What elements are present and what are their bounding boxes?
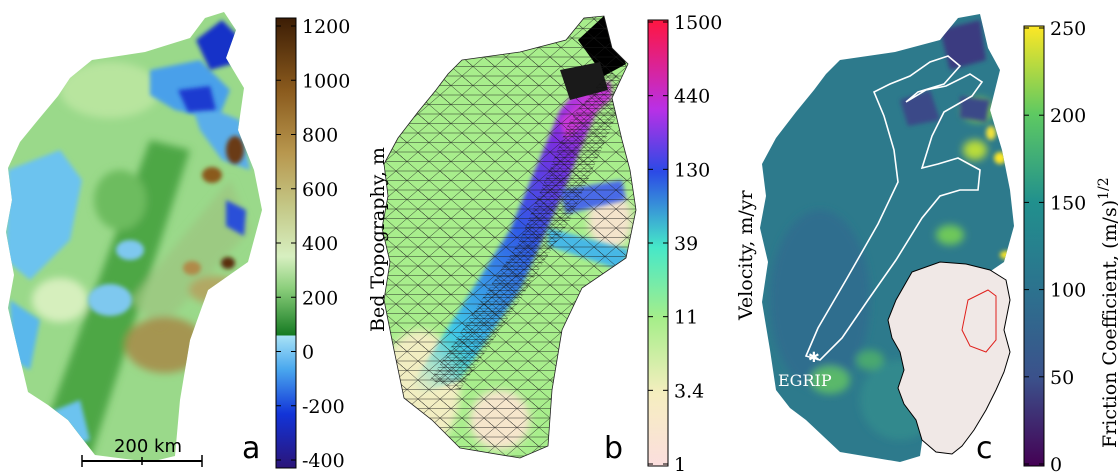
colorbar-tick-label: 1000 [302, 70, 350, 92]
colorbar-tick-label: 130 [674, 159, 710, 181]
egrip-marker: ✱ [808, 350, 820, 366]
colorbar-tick-label: 11 [674, 307, 698, 329]
colorbar-tick-label: -200 [302, 396, 345, 418]
panel-letter-c: c [976, 431, 993, 466]
colorbar-tick-label: 400 [302, 233, 338, 255]
colorbar-tick-label: 800 [302, 125, 338, 147]
egrip-label: EGRIP [778, 371, 832, 390]
colorbar-c-ramp [1023, 25, 1045, 467]
scale-bar-label: 200 km [114, 436, 182, 457]
panel-letter-b: b [604, 431, 623, 466]
colorbar-tick-label: 1200 [302, 16, 350, 38]
colorbar-c: 250 200 150 100 50 0 Friction Coefficient, (m… [1023, 18, 1118, 473]
colorbar-b: Bed Topography, m 1500 440 130 39 11 3.4 1 [367, 12, 722, 473]
colorbar-tick-label: 600 [302, 179, 338, 201]
scale-bar: 200 km [81, 436, 203, 467]
colorbar-tick-label: 150 [1050, 192, 1086, 214]
colorbar-c-label: Friction Coefficient, (m/s)1/2 [1096, 177, 1118, 448]
colorbar-a: 1200 1000 800 600 400 200 0 -200 -400 [275, 16, 350, 472]
colorbar-tick-label: 1500 [674, 12, 722, 34]
colorbar-tick-label: 3.4 [674, 380, 704, 402]
colorbar-b-label: Velocity, m/yr [735, 189, 757, 321]
panel-c-map: Velocity, m/yr ✱ EGR [735, 14, 1014, 462]
panel-letter-a: a [242, 431, 260, 466]
colorbar-tick-label: 200 [1050, 105, 1086, 127]
fast-flow-contour [804, 55, 984, 361]
colorbar-tick-label: 440 [674, 86, 710, 108]
colorbar-tick-label: 200 [302, 287, 338, 309]
colorbar-tick-label: 39 [674, 233, 698, 255]
panel-b-map [381, 15, 637, 459]
colorbar-tick-label: 250 [1050, 18, 1086, 40]
colorbar-tick-label: -400 [302, 450, 345, 472]
panel-a-map [6, 12, 262, 462]
colorbar-tick-label: 1 [674, 454, 686, 473]
colorbar-a-label: Bed Topography, m [367, 147, 389, 332]
colorbar-tick-label: 100 [1050, 280, 1086, 302]
colorbar-tick-label: 50 [1050, 367, 1074, 389]
colorbar-tick-label: 0 [302, 342, 314, 364]
greenland-inset [887, 261, 1011, 455]
colorbar-tick-label: 0 [1050, 454, 1062, 473]
